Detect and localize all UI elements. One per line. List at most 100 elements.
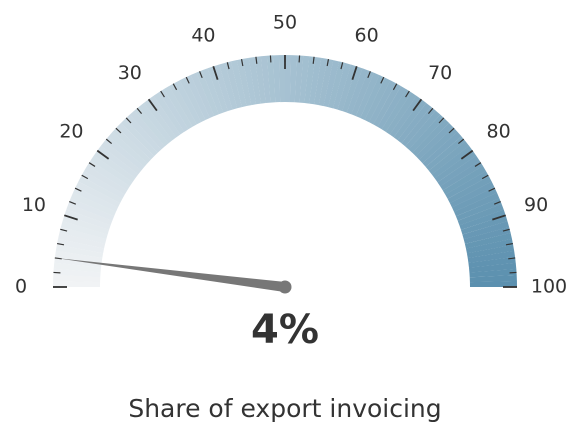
major-tick (460, 149, 474, 160)
band-segment (53, 274, 101, 283)
band-segment (134, 106, 169, 147)
band-segment (278, 55, 286, 103)
band-segment (463, 226, 511, 244)
minor-tick (226, 62, 230, 70)
minor-tick (438, 117, 445, 124)
band-segment (342, 66, 363, 113)
needle-hub (278, 280, 292, 294)
band-segment (201, 68, 224, 115)
minor-tick (326, 58, 330, 67)
major-tick (212, 66, 219, 80)
minor-tick (69, 201, 77, 205)
band-segment (323, 60, 340, 108)
band-segment (158, 89, 189, 132)
band-segment (299, 55, 310, 104)
band-segment (401, 106, 436, 147)
minor-tick (160, 90, 165, 98)
minor-tick (505, 242, 514, 246)
minor-tick (240, 58, 244, 67)
minor-tick (185, 76, 190, 84)
major-tick (492, 214, 506, 221)
band-segment (153, 92, 185, 135)
minor-tick (367, 71, 371, 79)
band-segment (93, 150, 136, 183)
band-segment (125, 114, 162, 153)
band-segment (408, 114, 445, 153)
band-segment (328, 61, 346, 109)
band-segment (56, 238, 105, 254)
band-segment (415, 122, 454, 160)
minor-tick (405, 90, 410, 98)
minor-tick (81, 174, 89, 180)
band-segment (60, 220, 108, 240)
minor-tick (392, 83, 398, 91)
band-segment (54, 250, 103, 263)
band-segment (230, 60, 247, 108)
band-segment (445, 171, 489, 199)
band-segment (368, 80, 396, 125)
band-segment (174, 80, 202, 125)
band-segment (355, 72, 380, 119)
band-segment (138, 102, 173, 144)
minor-tick (136, 107, 143, 115)
band-segment (351, 70, 374, 117)
band-segment (84, 165, 128, 195)
band-segment (393, 99, 427, 141)
band-segment (360, 75, 385, 121)
tick-label: 80 (486, 120, 510, 142)
band-segment (464, 232, 512, 249)
tick-label: 20 (59, 120, 83, 142)
band-segment (405, 110, 441, 150)
minor-tick (312, 56, 315, 64)
band-segment (440, 160, 483, 191)
band-segment (64, 209, 111, 230)
band-segment (431, 145, 473, 179)
band-segment (236, 58, 252, 107)
chart-title: Share of export invoicing (128, 394, 441, 423)
band-segment (285, 55, 292, 103)
needle (54, 257, 286, 292)
band-segment (213, 64, 233, 112)
band-segment (55, 244, 104, 259)
band-segment (53, 262, 102, 273)
band-segment (346, 68, 369, 115)
band-segment (219, 62, 238, 110)
band-segment (457, 203, 504, 226)
tick-label: 10 (22, 194, 46, 216)
band-segment (468, 262, 517, 273)
band-segment (68, 198, 115, 221)
band-segment (120, 118, 158, 157)
band-segment (373, 83, 402, 127)
band-segment (465, 238, 514, 254)
band-segment (397, 102, 432, 144)
band-segment (425, 136, 466, 171)
band-segment (289, 55, 298, 103)
minor-tick (255, 56, 258, 64)
band-segment (313, 57, 328, 106)
tick-label: 30 (118, 62, 142, 84)
minor-tick (493, 201, 501, 205)
band-segment (78, 176, 123, 204)
value-label: 4% (251, 307, 319, 353)
band-segment (58, 232, 106, 249)
band-segment (294, 55, 304, 103)
band-segment (381, 89, 412, 132)
major-tick (147, 98, 158, 112)
band-segment (459, 209, 506, 230)
band-segment (437, 155, 480, 187)
band-segment (196, 70, 219, 117)
band-segment (419, 127, 458, 164)
band-segment (81, 170, 125, 199)
minor-tick (502, 228, 510, 232)
minor-tick (56, 242, 65, 246)
band-segment (66, 203, 113, 226)
band-segment (248, 56, 261, 105)
band-segment (116, 122, 155, 160)
minor-tick (105, 138, 113, 145)
band-segment (462, 221, 510, 240)
band-segment (272, 55, 281, 103)
band-segment (97, 145, 139, 179)
band-segment (129, 110, 165, 150)
band-segment (53, 280, 101, 287)
